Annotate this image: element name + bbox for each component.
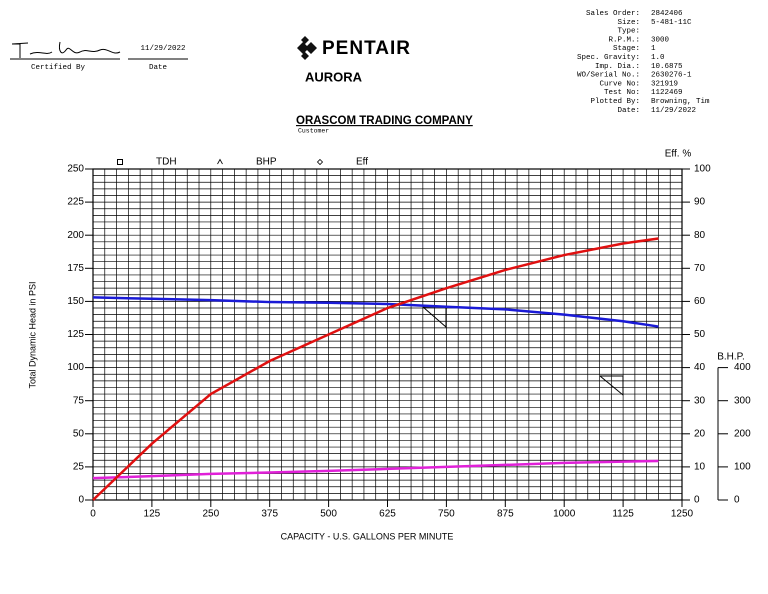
order-info: Sales Order: 2842406 Size: 5-481-11C Type:R.…: [577, 10, 710, 115]
y2-tick-label: 10: [694, 462, 706, 473]
y2-tick-label: 0: [694, 495, 700, 506]
info-value: 1.0: [651, 54, 665, 62]
info-label: R.P.M.:: [608, 36, 640, 44]
x-axis-title: CAPACITY - U.S. GALLONS PER MINUTE: [281, 531, 454, 541]
x-tick-label: 1250: [671, 509, 694, 520]
info-value: 5-481-11C: [651, 19, 692, 27]
y2-tick-label: 90: [694, 197, 706, 208]
y2-tick-label: 70: [694, 263, 706, 274]
info-label: Curve No:: [599, 80, 640, 88]
y-axis-title: Total Dynamic Head in PSI: [27, 281, 37, 388]
y2-tick-label: 100: [694, 164, 711, 175]
info-label: Size:: [617, 19, 640, 27]
y3-tick-label: 400: [734, 362, 751, 373]
x-tick-label: 250: [202, 509, 219, 520]
legend-marker: [217, 158, 223, 165]
y2-tick-label: 50: [694, 329, 706, 340]
x-tick-label: 625: [379, 509, 396, 520]
x-tick-label: 750: [438, 509, 455, 520]
curve: [92, 296, 659, 328]
info-label: Sales Order:: [586, 10, 640, 18]
info-value: 1: [651, 45, 656, 53]
y2-tick-label: 40: [694, 362, 706, 373]
y3-tick-label: 100: [734, 462, 751, 473]
info-label: Spec. Gravity:: [577, 54, 640, 62]
y-tick-label: 250: [67, 164, 84, 175]
brand-logo: [297, 36, 317, 60]
y2-axis-title: Eff. %: [665, 149, 692, 160]
y2-tick-label: 30: [694, 395, 706, 406]
y-tick-label: 175: [67, 263, 84, 274]
y2-tick-label: 80: [694, 230, 706, 241]
y3-tick-label: 300: [734, 395, 751, 406]
info-label: Type:: [617, 28, 640, 36]
info-value: 2630276-1: [651, 72, 692, 80]
y-tick-label: 50: [73, 428, 85, 439]
legend-label: TDH: [156, 157, 177, 168]
info-value: 321919: [651, 80, 678, 88]
info-label: Test No:: [604, 89, 640, 97]
date-label: Date: [149, 64, 167, 72]
info-label: WO/Serial No.:: [577, 72, 640, 80]
info-value: Browning, Tim: [651, 98, 710, 106]
info-value: 11/29/2022: [651, 107, 696, 115]
y-tick-label: 200: [67, 230, 84, 241]
x-tick-label: 0: [90, 509, 96, 520]
info-value: 2842406: [651, 10, 683, 18]
annotation-mark: [599, 375, 624, 397]
signature: [11, 41, 121, 58]
curve: [92, 237, 659, 501]
y3-axis-title: B.H.P.: [717, 352, 745, 363]
info-label: Plotted By:: [590, 98, 640, 106]
y3-tick-label: 200: [734, 428, 751, 439]
brand: PENTAIR: [322, 38, 411, 59]
x-tick-label: 875: [497, 509, 514, 520]
legend-label: Eff: [356, 157, 368, 168]
legend-marker: [117, 159, 123, 165]
legend-marker: [316, 158, 324, 166]
y2-tick-label: 60: [694, 296, 706, 307]
sub-brand: AURORA: [305, 69, 363, 84]
grid: [92, 168, 683, 501]
y-tick-label: 125: [67, 329, 84, 340]
y2-tick-label: 20: [694, 428, 706, 439]
y3-tick-label: 0: [734, 495, 740, 506]
certified-date: 11/29/2022: [140, 45, 185, 53]
info-label: Imp. Dia.:: [595, 63, 640, 71]
x-tick-label: 375: [261, 509, 278, 520]
y-tick-label: 0: [78, 495, 84, 506]
info-value: 1122469: [651, 89, 683, 97]
customer: ORASCOM TRADING COMPANY: [296, 115, 473, 127]
x-tick-label: 1000: [553, 509, 576, 520]
y-tick-label: 150: [67, 296, 84, 307]
y-tick-label: 75: [73, 395, 85, 406]
x-tick-label: 1125: [612, 509, 634, 520]
y-tick-label: 225: [67, 197, 84, 208]
y-tick-label: 25: [73, 462, 85, 473]
info-label: Date:: [617, 107, 640, 115]
legend-label: BHP: [256, 157, 277, 168]
info-value: 10.6875: [651, 63, 683, 71]
certified-by-label: Certified By: [31, 64, 86, 72]
curve: [92, 459, 659, 480]
y-tick-label: 100: [67, 362, 84, 373]
x-tick-label: 125: [144, 509, 161, 520]
info-value: 3000: [651, 36, 670, 44]
info-label: Stage:: [613, 45, 640, 53]
x-tick-label: 500: [320, 509, 337, 520]
customer-label: Customer: [298, 128, 329, 135]
